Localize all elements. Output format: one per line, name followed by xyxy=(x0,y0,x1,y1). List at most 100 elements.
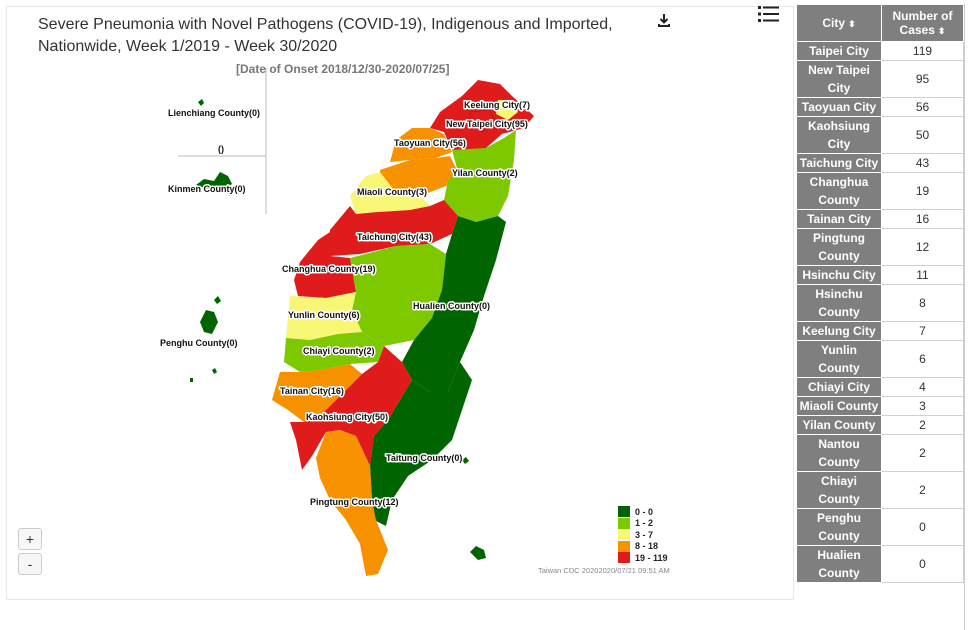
region-penghu[interactable] xyxy=(190,296,221,382)
cases-cell: 119 xyxy=(881,41,964,61)
legend-item: 19 - 119 xyxy=(618,552,668,564)
region-taipei[interactable] xyxy=(469,109,497,133)
legend-item: 8 - 18 xyxy=(618,540,668,553)
label-hualien: Hualien County(0) xyxy=(413,301,490,311)
region-taoyuan[interactable] xyxy=(390,128,452,162)
map-title: Severe Pneumonia with Novel Pathogens (C… xyxy=(38,16,613,55)
table-row[interactable]: Nantou County 2 xyxy=(796,434,964,472)
label-new-taipei: New Taipei City(95) xyxy=(446,119,528,129)
table-header-row: City ⬍ Number of Cases ⬍ xyxy=(796,4,964,42)
cases-cell: 12 xyxy=(881,228,964,266)
city-cell: Tainan City xyxy=(796,209,882,229)
region-kaohsiung[interactable] xyxy=(290,346,412,470)
table-row[interactable]: Hsinchu County 8 xyxy=(796,284,964,322)
label-taoyuan: Taoyuan City(56) xyxy=(394,138,466,148)
cases-cell: 7 xyxy=(881,321,964,341)
cases-cell: 11 xyxy=(881,265,964,285)
region-tainan[interactable] xyxy=(272,364,362,422)
city-cell: Yunlin County xyxy=(796,340,882,378)
region-lanyu[interactable] xyxy=(470,546,486,560)
legend-label: 19 - 119 xyxy=(635,552,668,563)
city-cell: Penghu County xyxy=(796,508,882,546)
cases-cell: 43 xyxy=(881,153,964,173)
table-row[interactable]: Taoyuan City 56 xyxy=(796,97,964,117)
cases-column-header[interactable]: Number of Cases ⬍ xyxy=(881,4,964,42)
cases-cell: 16 xyxy=(881,209,964,229)
legend-item: 0 - 0 xyxy=(618,506,668,518)
label-kinmen: Kinmen County(0) xyxy=(168,184,246,194)
zoom-out-button[interactable]: - xyxy=(18,553,42,575)
legend-swatch xyxy=(618,552,630,564)
label-pingtung: Pingtung County(12) xyxy=(310,497,399,507)
label-chiayi: Chiayi County(2) xyxy=(303,346,375,356)
region-yunlin[interactable] xyxy=(286,292,362,340)
region-taichung[interactable] xyxy=(330,200,458,256)
table-row[interactable]: Hualien County 0 xyxy=(796,545,964,583)
region-keelung[interactable] xyxy=(496,100,518,120)
legend-swatch xyxy=(618,529,630,541)
cases-cell: 8 xyxy=(881,284,964,322)
city-cell: Taoyuan City xyxy=(796,97,882,117)
cases-header-label: Number of Cases xyxy=(892,9,953,37)
region-taitung[interactable] xyxy=(370,362,472,526)
table-row[interactable]: Tainan City 16 xyxy=(796,209,964,229)
city-column-header[interactable]: City ⬍ xyxy=(796,4,882,42)
region-hsinchu[interactable] xyxy=(380,156,458,196)
legend-item: 3 - 7 xyxy=(618,529,668,541)
table-row[interactable]: Hsinchu City 11 xyxy=(796,265,964,285)
table-row[interactable]: Penghu County 0 xyxy=(796,508,964,546)
map-subtitle: [Date of Onset 2018/12/30-2020/07/25] xyxy=(236,62,450,76)
region-miaoli[interactable] xyxy=(350,172,430,214)
table-row[interactable]: Miaoli County 3 xyxy=(796,396,964,416)
cases-table: City ⬍ Number of Cases ⬍ Taipei City 119 Ne… xyxy=(796,4,964,583)
table-row[interactable]: Yilan County 2 xyxy=(796,415,964,435)
city-cell: Hsinchu City xyxy=(796,265,882,285)
region-kinmen[interactable] xyxy=(196,172,232,190)
region-yilan[interactable] xyxy=(444,130,516,222)
menu-icon[interactable] xyxy=(758,4,780,24)
city-header-label: City xyxy=(822,16,846,30)
map-credit: Taiwan CDC 20202020/07/21 09:51 AM xyxy=(538,566,670,575)
city-cell: Changhua County xyxy=(796,172,882,210)
cases-cell: 0 xyxy=(881,508,964,546)
legend-item: 1 - 2 xyxy=(618,517,668,530)
legend-label: 8 - 18 xyxy=(635,541,659,552)
legend-label: 1 - 2 xyxy=(635,518,654,529)
table-row[interactable]: Changhua County 19 xyxy=(796,172,964,210)
region-pingtung[interactable] xyxy=(316,430,388,576)
cases-cell: 3 xyxy=(881,396,964,416)
table-row[interactable]: Kaohsiung City 50 xyxy=(796,116,964,154)
table-row[interactable]: Pingtung County 12 xyxy=(796,228,964,266)
city-cell: Taipei City xyxy=(796,41,882,61)
region-lienchiang[interactable] xyxy=(198,99,204,106)
cases-cell: 19 xyxy=(881,172,964,210)
zoom-in-button[interactable]: + xyxy=(18,528,42,550)
table-row[interactable]: Chiayi County 2 xyxy=(796,471,964,509)
label-lienchiang: Lienchiang County(0) xyxy=(168,108,260,118)
sort-icon[interactable]: ⬍ xyxy=(848,19,856,29)
region-hualien[interactable] xyxy=(402,216,506,392)
label-blank: () xyxy=(218,144,224,154)
table-row[interactable]: Keelung City 7 xyxy=(796,321,964,341)
region-chiayi[interactable] xyxy=(284,332,384,372)
legend-label: 0 - 0 xyxy=(635,506,654,517)
sort-icon[interactable]: ⬍ xyxy=(937,26,946,36)
label-changhua: Changhua County(19) xyxy=(282,264,376,274)
city-cell: Miaoli County xyxy=(796,396,882,416)
cases-cell: 2 xyxy=(881,415,964,435)
region-ludao[interactable] xyxy=(462,457,469,464)
city-cell: Yilan County xyxy=(796,415,882,435)
download-icon[interactable] xyxy=(656,12,672,28)
city-cell: Taichung City xyxy=(796,153,882,173)
region-nantou[interactable] xyxy=(350,244,446,346)
table-row[interactable]: Taichung City 43 xyxy=(796,153,964,173)
label-penghu: Penghu County(0) xyxy=(160,338,238,348)
region-changhua[interactable] xyxy=(294,232,356,298)
table-row[interactable]: Chiayi City 4 xyxy=(796,377,964,397)
cases-cell: 56 xyxy=(881,97,964,117)
table-row[interactable]: New Taipei City 95 xyxy=(796,60,964,98)
table-row[interactable]: Yunlin County 6 xyxy=(796,340,964,378)
table-row[interactable]: Taipei City 119 xyxy=(796,41,964,61)
city-cell: Chiayi County xyxy=(796,471,882,509)
legend-swatch xyxy=(618,506,630,518)
